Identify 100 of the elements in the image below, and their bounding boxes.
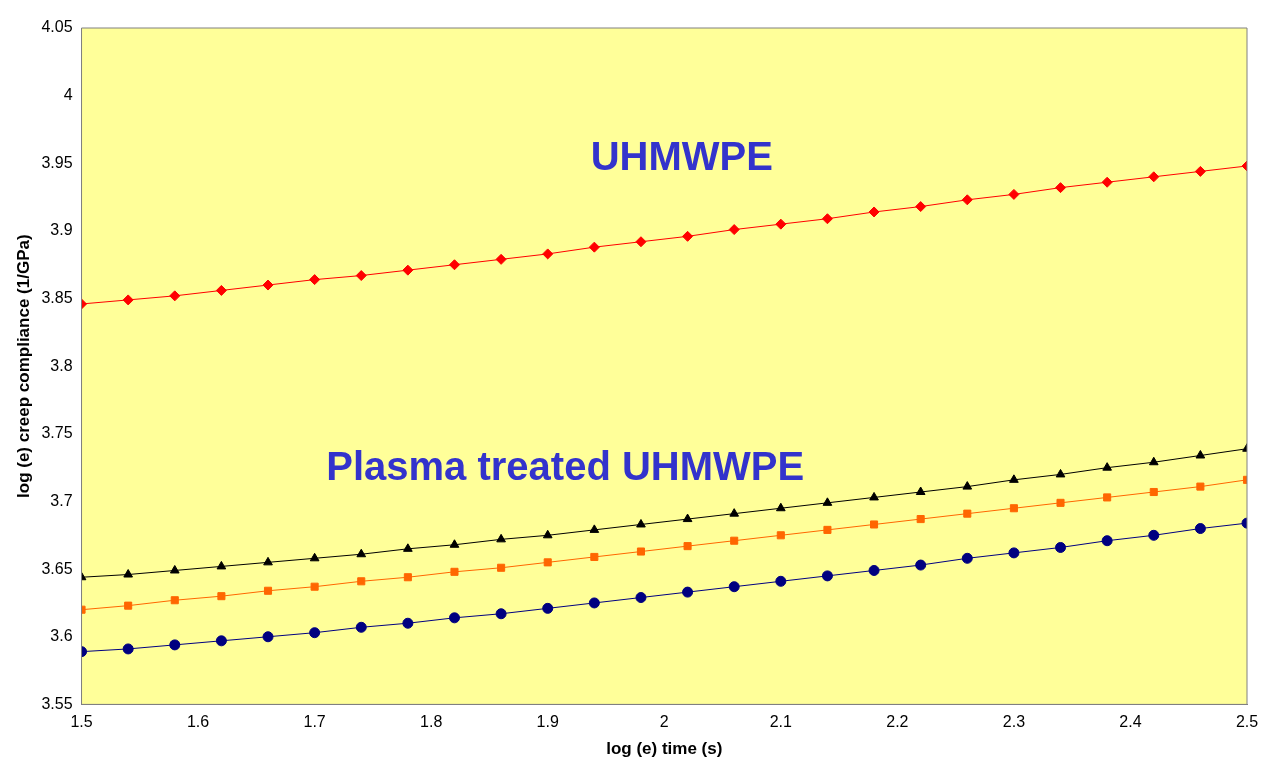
point xyxy=(821,213,833,225)
point xyxy=(1055,541,1067,553)
point xyxy=(1055,182,1067,194)
point xyxy=(495,608,507,620)
point xyxy=(355,270,367,282)
point xyxy=(355,621,367,633)
x-tick-label: 2.3 xyxy=(1002,713,1026,731)
point xyxy=(449,539,460,548)
y-tick-label: 3.8 xyxy=(50,356,73,374)
point xyxy=(263,586,273,595)
y-tick-label: 4 xyxy=(63,86,73,104)
point xyxy=(543,558,552,567)
point xyxy=(635,236,647,248)
y-tick-label: 3.85 xyxy=(41,288,73,306)
point xyxy=(448,259,460,271)
point xyxy=(682,513,693,523)
x-tick-label: 1.5 xyxy=(70,713,93,731)
point xyxy=(915,559,927,571)
annotation: UHMWPE xyxy=(590,134,773,179)
point xyxy=(1009,474,1019,483)
point xyxy=(915,486,926,496)
point xyxy=(1148,529,1160,541)
y-tick-label: 3.75 xyxy=(41,424,73,442)
point xyxy=(635,592,647,604)
point xyxy=(683,542,692,551)
point xyxy=(870,520,879,529)
y-tick-label: 3.9 xyxy=(50,221,73,239)
point xyxy=(915,201,927,213)
point xyxy=(122,643,134,655)
point xyxy=(636,518,646,528)
point xyxy=(357,577,366,586)
y-tick-label: 4.05 xyxy=(41,18,73,36)
point xyxy=(730,536,739,545)
point xyxy=(775,575,787,587)
point xyxy=(497,563,506,572)
point xyxy=(1009,504,1018,513)
point xyxy=(403,543,413,552)
x-tick-label: 2.4 xyxy=(1119,713,1142,731)
point xyxy=(961,194,973,206)
x-tick-label: 2.2 xyxy=(886,713,909,731)
point xyxy=(775,218,787,230)
y-tick-label: 3.65 xyxy=(41,559,73,577)
point xyxy=(916,515,925,524)
point xyxy=(1102,462,1112,471)
point xyxy=(542,248,554,260)
point xyxy=(588,597,600,609)
point xyxy=(215,284,227,296)
point xyxy=(262,279,274,291)
point xyxy=(402,264,414,276)
point xyxy=(1056,498,1065,507)
point xyxy=(402,617,414,629)
x-tick-label: 1.7 xyxy=(303,713,326,731)
point xyxy=(728,224,740,236)
point xyxy=(588,241,600,253)
y-tick-label: 3.95 xyxy=(41,153,73,171)
y-axis-title: log (e) creep compliance (1/GPa) xyxy=(13,234,33,498)
point xyxy=(310,582,319,591)
point xyxy=(1008,547,1020,559)
point xyxy=(868,206,880,218)
point xyxy=(823,525,832,534)
point xyxy=(542,529,553,539)
point xyxy=(729,508,740,517)
point xyxy=(1103,493,1112,502)
point xyxy=(542,602,554,614)
point xyxy=(496,533,506,543)
point xyxy=(1195,449,1206,459)
point xyxy=(356,548,367,558)
point xyxy=(1194,523,1206,535)
point xyxy=(1148,456,1159,466)
x-tick-label: 2 xyxy=(659,713,669,731)
point xyxy=(1148,171,1160,183)
x-tick-label: 1.6 xyxy=(186,713,210,731)
x-tick-label: 1.9 xyxy=(536,713,559,731)
point xyxy=(869,491,879,501)
point xyxy=(589,524,600,533)
point xyxy=(217,592,226,601)
point xyxy=(403,573,412,582)
point xyxy=(682,586,694,598)
point xyxy=(170,596,179,605)
point xyxy=(169,290,181,302)
point xyxy=(961,552,973,564)
x-tick-label: 2.1 xyxy=(769,713,793,731)
x-tick-label: 1.8 xyxy=(420,713,443,731)
point xyxy=(962,481,973,490)
point xyxy=(122,294,134,306)
point xyxy=(963,509,972,518)
point xyxy=(682,230,694,242)
point xyxy=(215,635,227,647)
x-tick-label: 2.5 xyxy=(1235,713,1259,731)
point xyxy=(1008,188,1020,200)
point xyxy=(776,531,785,540)
point xyxy=(1194,165,1206,177)
point xyxy=(868,564,880,576)
point xyxy=(636,547,645,556)
point xyxy=(450,567,459,576)
point xyxy=(169,639,181,651)
point xyxy=(1055,468,1066,478)
point xyxy=(123,569,133,578)
point xyxy=(1149,487,1158,497)
point xyxy=(495,253,507,265)
